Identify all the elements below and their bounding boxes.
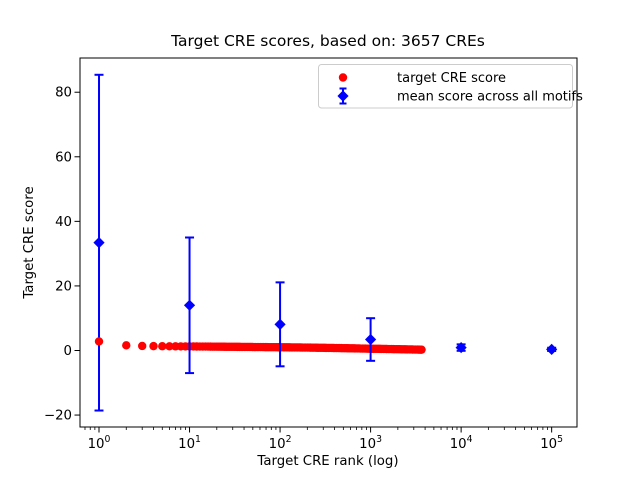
red-point [94, 337, 104, 346]
plot-area [80, 58, 577, 427]
chart-title: Target CRE scores, based on: 3657 CREs [170, 32, 485, 50]
y-major-ticks [74, 91, 80, 416]
legend: target CRE score mean score across all m… [318, 64, 583, 109]
red-point [122, 341, 131, 350]
x-tick-label: 102 [269, 434, 292, 452]
red-point [165, 342, 174, 351]
legend-label-mean: mean score across all motifs [397, 90, 583, 105]
y-tick-label: 60 [55, 150, 72, 165]
x-tick-label: 101 [178, 434, 201, 452]
blue-errorbar-series [93, 73, 558, 412]
x-tick-labels: 100 101 102 103 104 105 [88, 434, 564, 452]
blue-errorbar-point [546, 343, 558, 355]
diamond-marker [183, 299, 196, 311]
blue-errorbar-point [274, 281, 286, 368]
diamond-marker [546, 343, 558, 355]
legend-red-dot-icon [338, 73, 348, 82]
blue-errorbar-point [93, 73, 105, 412]
y-tick-label: 80 [55, 86, 72, 101]
diamond-marker [93, 237, 105, 249]
red-point [158, 342, 167, 351]
blue-errorbar-point [183, 236, 196, 375]
diamond-marker [274, 318, 286, 330]
legend-blue-diamond-icon [337, 87, 349, 105]
red-point [417, 345, 426, 354]
x-major-ticks [98, 427, 553, 433]
x-tick-label: 105 [540, 434, 563, 452]
diamond-marker [455, 341, 467, 354]
blue-errorbar-point [455, 341, 467, 354]
y-tick-label: −20 [44, 409, 72, 424]
y-tick-label: 40 [55, 215, 72, 230]
y-tick-label: 0 [64, 344, 72, 359]
axes-frame [79, 57, 578, 428]
y-axis-label: Target CRE score [22, 186, 37, 299]
blue-errorbar-point [364, 317, 377, 362]
y-tick-label: 20 [55, 279, 72, 294]
legend-label-target: target CRE score [397, 71, 506, 86]
legend-box [318, 64, 573, 109]
y-tick-labels: −20 0 20 40 60 80 [44, 86, 72, 424]
red-point [149, 341, 158, 351]
x-tick-label: 104 [450, 434, 473, 452]
x-tick-label: 103 [359, 434, 382, 452]
red-rank1-point [94, 337, 104, 346]
x-tick-label: 100 [88, 434, 111, 452]
diamond-marker [364, 333, 377, 346]
x-axis-label: Target CRE rank (log) [256, 454, 398, 469]
red-scatter-series [122, 341, 426, 354]
red-point [138, 341, 147, 351]
